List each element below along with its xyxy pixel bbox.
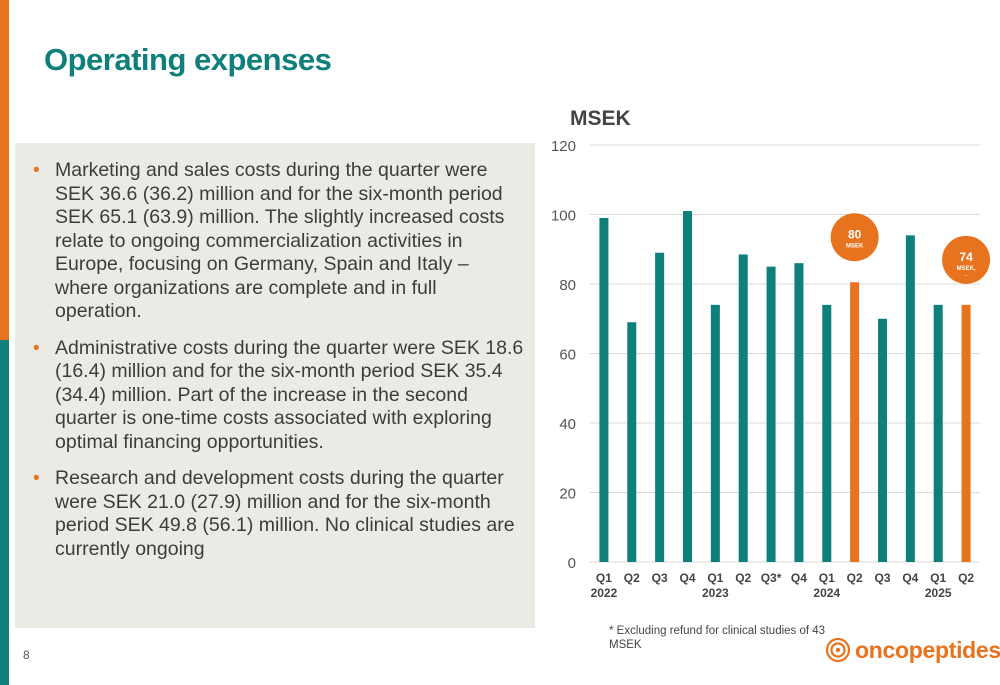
y-tick-label: 100 bbox=[551, 208, 576, 225]
x-tick-label: Q1 bbox=[707, 571, 723, 585]
x-tick-label: Q4 bbox=[791, 571, 807, 585]
x-tick-label: Q3 bbox=[874, 571, 890, 585]
bullet-text: Research and development costs during th… bbox=[55, 467, 515, 560]
bar bbox=[961, 304, 971, 562]
bullet-list: • Marketing and sales costs during the q… bbox=[27, 159, 527, 574]
x-tick-label: Q1 bbox=[819, 571, 835, 585]
bar bbox=[683, 211, 692, 562]
value-callout bbox=[942, 235, 990, 284]
x-tick-label: Q2 bbox=[847, 571, 863, 585]
y-tick-label: 0 bbox=[568, 555, 576, 572]
x-tick-label: Q2 bbox=[624, 571, 640, 585]
x-tick-label: Q4 bbox=[902, 571, 918, 585]
x-tick-label: Q1 bbox=[930, 571, 946, 585]
year-label: 2022 bbox=[591, 586, 618, 600]
bullet-icon: • bbox=[33, 468, 40, 489]
bullet-icon: • bbox=[33, 337, 40, 359]
bar bbox=[627, 322, 637, 562]
bullet-text: Marketing and sales costs during the qua… bbox=[55, 159, 505, 322]
y-tick-label: 80 bbox=[559, 277, 576, 294]
company-logo: oncopeptides bbox=[825, 632, 1000, 668]
accent-bar-orange bbox=[0, 0, 9, 340]
x-tick-label: Q3* bbox=[761, 571, 782, 585]
year-label: 2023 bbox=[702, 586, 729, 600]
page-number: 8 bbox=[23, 648, 30, 662]
callout-unit: MSEK, bbox=[957, 266, 976, 272]
bar bbox=[655, 252, 665, 562]
value-callout bbox=[830, 213, 879, 262]
x-tick-label: Q2 bbox=[735, 571, 751, 585]
year-label: 2024 bbox=[813, 586, 840, 600]
bullet-item: • Marketing and sales costs during the q… bbox=[27, 159, 527, 324]
bullet-item: • Research and development costs during … bbox=[27, 467, 527, 561]
bar bbox=[850, 282, 860, 562]
bullet-text: Administrative costs during the quarter … bbox=[55, 336, 524, 453]
callout-value: 80 bbox=[848, 227, 862, 241]
y-tick-label: 20 bbox=[559, 486, 576, 503]
y-axis-title: MSEK bbox=[570, 107, 631, 130]
bullet-icon: • bbox=[33, 160, 40, 181]
page-title: Operating expenses bbox=[44, 42, 332, 77]
opex-bar-chart: MSEK 0 20 40 60 80 100 120 Q1 Q2 Q3 Q4 Q1 Q2 Q3* Q4 Q1 Q2… bbox=[551, 107, 990, 600]
bar bbox=[878, 318, 887, 562]
bar bbox=[710, 304, 720, 562]
x-tick-label: Q3 bbox=[652, 571, 668, 585]
logo-mark-icon bbox=[825, 637, 851, 663]
year-label: 2025 bbox=[925, 586, 952, 600]
bar bbox=[766, 266, 776, 562]
accent-bar-teal bbox=[0, 340, 9, 685]
logo-text: oncopeptides bbox=[855, 636, 1000, 663]
bullet-item: • Administrative costs during the quarte… bbox=[27, 337, 527, 455]
y-tick-label: 40 bbox=[559, 416, 576, 433]
x-tick-label: Q4 bbox=[679, 571, 695, 585]
x-tick-label: Q1 bbox=[596, 571, 612, 585]
callout-value: 74 bbox=[959, 250, 973, 264]
chart-footnote: * Excluding refund for clinical studies … bbox=[609, 625, 826, 651]
bar bbox=[794, 263, 804, 562]
callout-extra: - bbox=[965, 273, 967, 279]
bar bbox=[933, 304, 943, 562]
bar bbox=[822, 304, 832, 562]
text-panel: • Marketing and sales costs during the q… bbox=[15, 143, 535, 628]
bar bbox=[905, 235, 915, 562]
bar bbox=[738, 254, 748, 562]
y-tick-label: 120 bbox=[551, 138, 576, 155]
callout-unit: MSEK bbox=[846, 243, 864, 249]
x-tick-label: Q2 bbox=[958, 571, 974, 585]
bar bbox=[599, 217, 609, 562]
y-tick-label: 60 bbox=[559, 347, 576, 364]
